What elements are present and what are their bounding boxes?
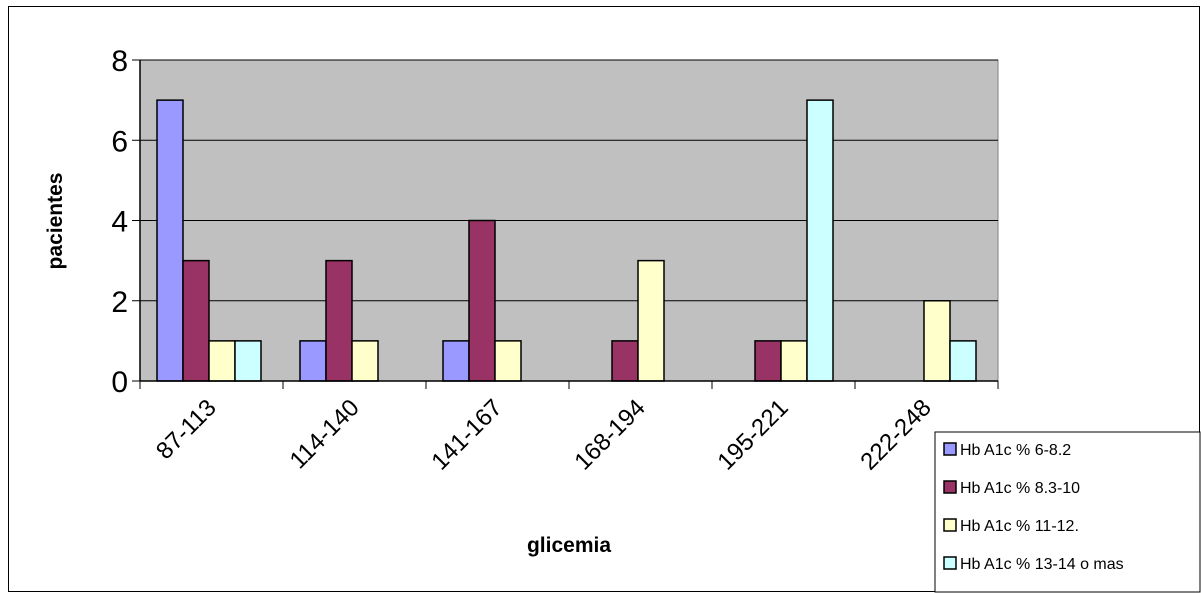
- legend-swatch: [943, 480, 957, 494]
- bar: [156, 99, 184, 382]
- x-tick-label: 141-167: [426, 394, 507, 475]
- x-tick-label: 195-221: [712, 394, 793, 475]
- y-tick-labels: 0 2 4 6 8: [111, 45, 128, 399]
- x-tick-label: 222-248: [855, 394, 936, 475]
- bar: [468, 219, 496, 382]
- bar: [754, 340, 782, 382]
- y-tick-label: 8: [111, 45, 128, 78]
- x-tick-label: 87-113: [151, 394, 222, 465]
- legend-label: Hb A1c % 8.3-10: [960, 480, 1080, 497]
- bar: [923, 300, 951, 382]
- x-tick-label: 168-194: [569, 394, 650, 475]
- axes: [132, 59, 999, 389]
- legend-label: Hb A1c % 13-14 o mas: [960, 556, 1124, 573]
- legend-swatch: [943, 442, 957, 456]
- y-tick-label: 0: [111, 366, 128, 399]
- legend-swatch: [943, 556, 957, 570]
- bar: [806, 99, 834, 382]
- bar: [637, 259, 665, 382]
- bar: [611, 340, 639, 382]
- bar: [299, 340, 327, 382]
- bars: [156, 99, 977, 382]
- legend-box: [934, 431, 1201, 593]
- x-tick-labels: 87-113 114-140 141-167 168-194 195-221 222-24…: [151, 394, 937, 475]
- bar: [494, 340, 522, 382]
- bar: [208, 340, 236, 382]
- y-axis-title: pacientes: [44, 173, 67, 270]
- y-tick-label: 4: [111, 206, 128, 239]
- bar: [949, 340, 977, 382]
- bar: [442, 340, 470, 382]
- y-tick-label: 2: [111, 286, 128, 319]
- bar: [234, 340, 262, 382]
- gridlines: [140, 59, 998, 302]
- bar: [780, 340, 808, 382]
- legend: Hb A1c % 6-8.2 Hb A1c % 8.3-10 Hb A1c % 11…: [934, 431, 1201, 593]
- x-axis-title: glicemia: [527, 534, 611, 557]
- bar: [325, 259, 353, 382]
- legend-label: Hb A1c % 11-12.: [960, 518, 1079, 535]
- legend-swatch: [943, 518, 957, 532]
- bar: [182, 259, 210, 382]
- bar: [351, 340, 379, 382]
- y-tick-label: 6: [111, 125, 128, 158]
- legend-label: Hb A1c % 6-8.2: [960, 442, 1071, 459]
- x-tick-label: 114-140: [285, 394, 365, 474]
